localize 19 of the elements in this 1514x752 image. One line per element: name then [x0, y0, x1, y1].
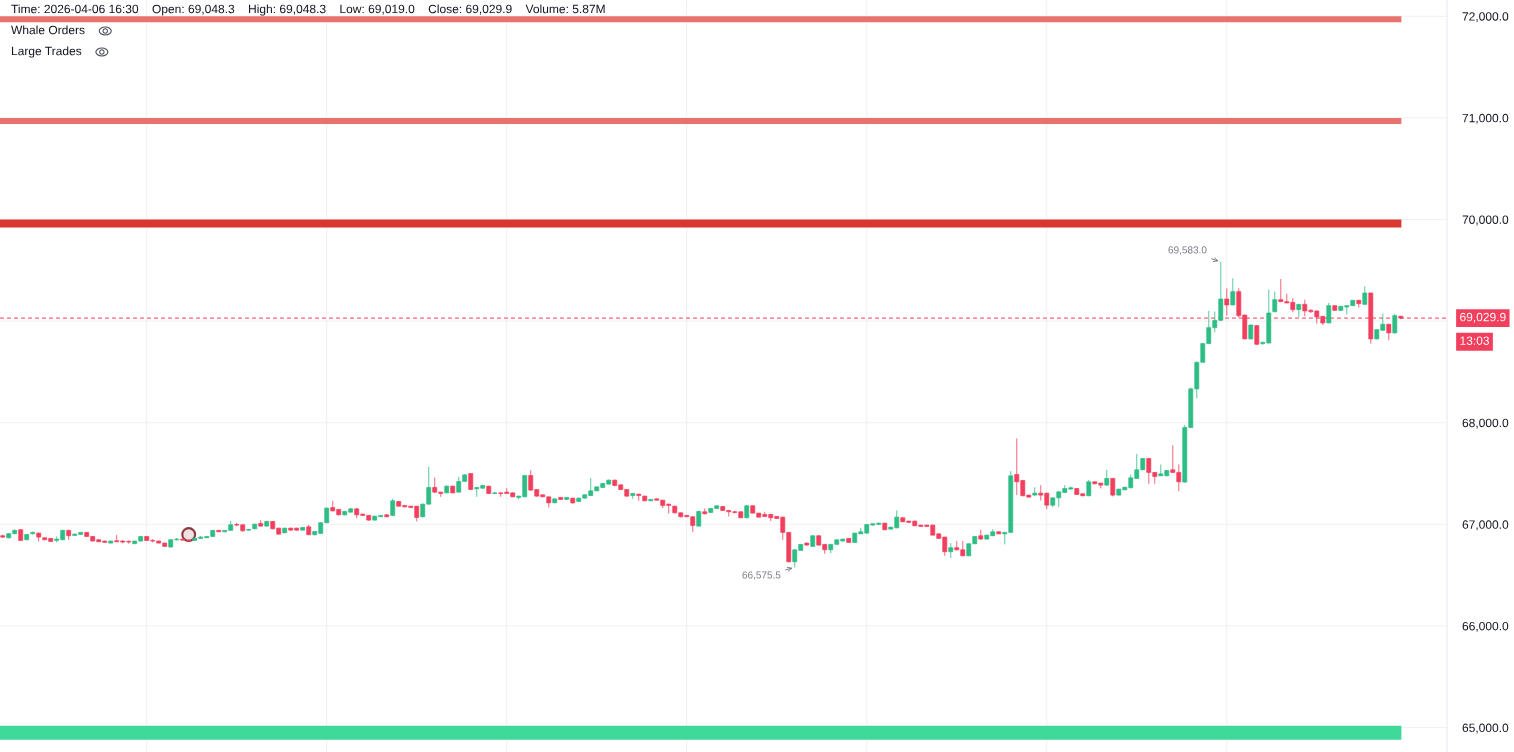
text: 13:03: [1460, 336, 1489, 345]
chart-title: Time: 2026-04-06 16:30 Open: 69,048.3 High: 69,048.3 Low: 69,019.0 Close: 69,029.9 Volume: 5.87M: [11, 4, 605, 16]
y-tick-label: 72,000.0: [1462, 12, 1509, 23]
y-tick-label: 68,000.0: [1462, 418, 1509, 429]
candlestick: [1362, 285, 1368, 306]
y-tick-label: 65,000.0: [1462, 723, 1509, 734]
annotation: 69,583.0: [1168, 246, 1207, 255]
ref-line-label: 69,029.9: [1460, 312, 1506, 323]
annotation: Whale Orders: [11, 25, 85, 35]
candlestick: [1230, 277, 1236, 306]
candlestick: [1326, 302, 1332, 324]
annotation: Large Trades: [11, 46, 82, 58]
candlestick: [1392, 313, 1398, 334]
candlestick: [1254, 324, 1260, 346]
y-tick-label: 71,000.0: [1462, 113, 1509, 124]
y-tick-label: 70,000.0: [1462, 215, 1509, 226]
y-tick-label: 66,000.0: [1462, 621, 1509, 632]
annotation: 66,575.5: [742, 571, 781, 580]
y-tick-label: 67,000.0: [1462, 520, 1509, 531]
